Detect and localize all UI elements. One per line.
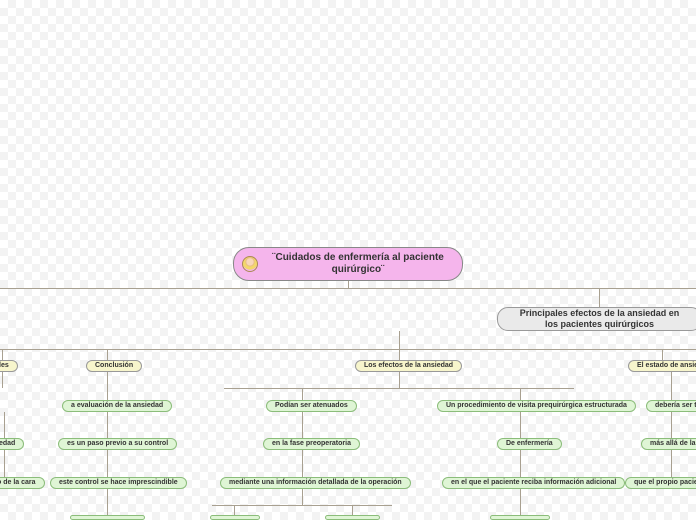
- node-label: Podían ser atenuados: [275, 402, 348, 410]
- node-label: edad: [0, 440, 15, 448]
- node-l2-efectos[interactable]: Los efectos de la ansiedad: [355, 360, 462, 372]
- node-label: más allá de la info: [650, 440, 696, 448]
- node-l3[interactable]: edad: [0, 438, 24, 450]
- node-label: les: [0, 362, 9, 370]
- connector: [0, 288, 696, 289]
- node-l3[interactable]: Un procedimiento de visita prequirúrgica…: [437, 400, 636, 412]
- connector: [0, 349, 696, 350]
- node-label: mediante una información detallada de la…: [229, 479, 402, 487]
- connector: [4, 412, 5, 438]
- connector: [399, 349, 400, 360]
- node-l3[interactable]: mediante una información detallada de la…: [220, 477, 411, 489]
- node-label: este control se hace imprescindible: [59, 479, 178, 487]
- root-title: ¨Cuidados de enfermería al paciente quir…: [254, 252, 462, 276]
- node-label: o de la cara: [0, 479, 36, 487]
- node-l3[interactable]: a evaluación de la ansiedad: [62, 400, 172, 412]
- node-l2-estado[interactable]: El estado de ansied: [628, 360, 696, 372]
- node-l3[interactable]: que el propio paciente s: [625, 477, 696, 489]
- connector: [399, 331, 400, 349]
- connector: [671, 412, 672, 438]
- connector: [599, 288, 600, 307]
- node-stub: [70, 515, 145, 520]
- connector: [107, 489, 108, 515]
- node-l2-cut-left[interactable]: les: [0, 360, 18, 372]
- node-label: a evaluación de la ansiedad: [71, 402, 163, 410]
- connector: [520, 412, 521, 438]
- connector: [671, 372, 672, 400]
- connector: [662, 349, 663, 360]
- node-l3[interactable]: más allá de la info: [641, 438, 696, 450]
- connector: [212, 505, 392, 506]
- node-stub: [325, 515, 380, 520]
- node-l3[interactable]: De enfermería: [497, 438, 562, 450]
- connector: [302, 450, 303, 477]
- mindmap-canvas: ¨Cuidados de enfermería al paciente quir…: [0, 0, 696, 520]
- node-label: Los efectos de la ansiedad: [364, 362, 453, 370]
- node-principal[interactable]: Principales efectos de la ansiedad en lo…: [497, 307, 696, 331]
- connector: [302, 388, 303, 400]
- node-label: en la fase preoperatoria: [272, 440, 351, 448]
- connector: [520, 450, 521, 477]
- node-stub: [490, 515, 550, 520]
- node-label: El estado de ansied: [637, 362, 696, 370]
- node-stub: [210, 515, 260, 520]
- node-label: es un paso previo a su control: [67, 440, 168, 448]
- node-l3[interactable]: en la fase preoperatoria: [263, 438, 360, 450]
- connector: [2, 349, 3, 360]
- connector: [302, 489, 303, 505]
- connector: [107, 349, 108, 360]
- node-l3[interactable]: es un paso previo a su control: [58, 438, 177, 450]
- node-label: De enfermería: [506, 440, 553, 448]
- node-l3[interactable]: Podían ser atenuados: [266, 400, 357, 412]
- connector: [107, 450, 108, 477]
- node-l3[interactable]: en el que el paciente reciba información…: [442, 477, 625, 489]
- connector: [107, 372, 108, 400]
- connector: [107, 412, 108, 438]
- node-label: que el propio paciente s: [634, 479, 696, 487]
- node-l2-conclusion[interactable]: Conclusión: [86, 360, 142, 372]
- node-l3[interactable]: o de la cara: [0, 477, 45, 489]
- node-label: Conclusión: [95, 362, 133, 370]
- connector: [4, 450, 5, 477]
- connector: [671, 450, 672, 477]
- node-label: Principales efectos de la ansiedad en lo…: [512, 308, 687, 330]
- node-l3[interactable]: debería ser teni: [646, 400, 696, 412]
- connector: [348, 281, 349, 288]
- connector: [224, 388, 574, 389]
- connector: [2, 372, 3, 388]
- node-label: debería ser teni: [655, 402, 696, 410]
- connector: [399, 372, 400, 388]
- root-node[interactable]: ¨Cuidados de enfermería al paciente quir…: [233, 247, 463, 281]
- person-icon: [242, 256, 258, 272]
- connector: [520, 388, 521, 400]
- node-label: en el que el paciente reciba información…: [451, 479, 616, 487]
- node-label: Un procedimiento de visita prequirúrgica…: [446, 402, 627, 410]
- connector: [302, 412, 303, 438]
- connector: [520, 489, 521, 516]
- node-l3[interactable]: este control se hace imprescindible: [50, 477, 187, 489]
